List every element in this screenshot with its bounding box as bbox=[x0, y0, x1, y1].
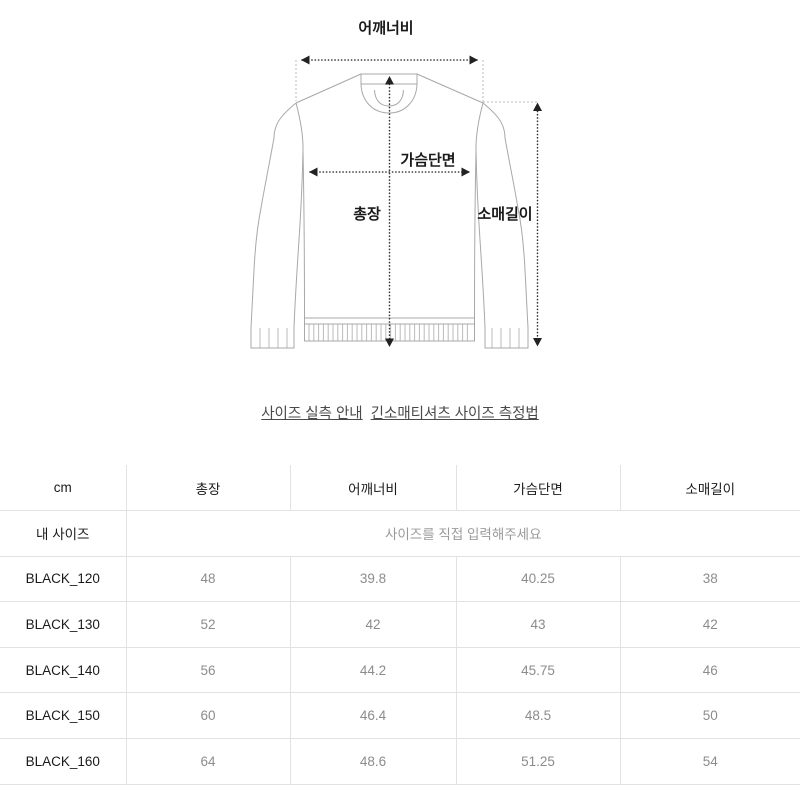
svg-text:어깨너비: 어깨너비 bbox=[358, 20, 413, 37]
svg-text:가슴단면: 가슴단면 bbox=[400, 152, 455, 169]
svg-text:소매길이: 소매길이 bbox=[477, 206, 532, 223]
svg-text:총장: 총장 bbox=[353, 205, 381, 223]
